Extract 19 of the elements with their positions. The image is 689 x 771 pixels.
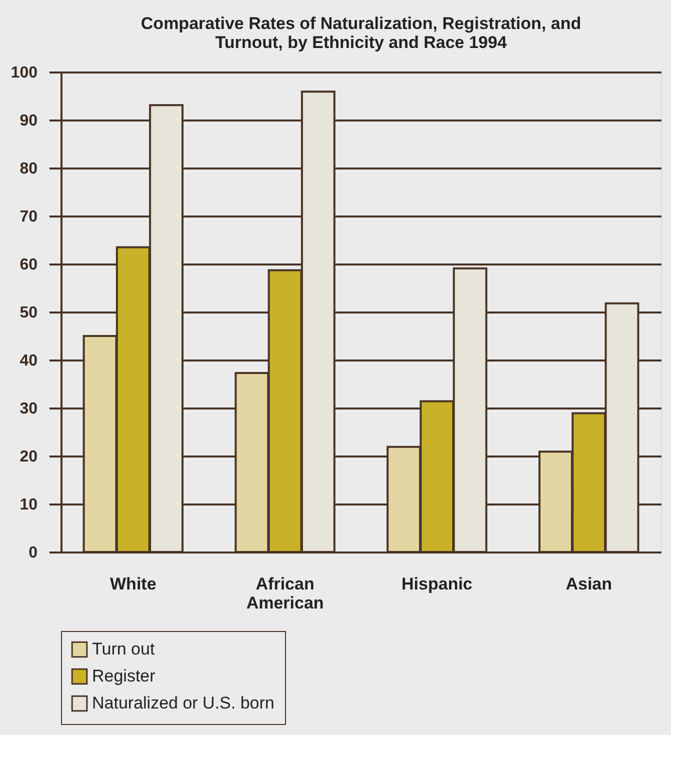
- y-tick-label: 90: [20, 112, 38, 130]
- x-tick-label: African American: [246, 574, 324, 612]
- y-tick-label: 80: [20, 160, 38, 178]
- y-tick-label: 70: [20, 208, 38, 226]
- x-tick-label: Hispanic: [402, 574, 472, 594]
- y-tick-label: 60: [20, 256, 38, 274]
- legend-label: Register: [92, 666, 156, 686]
- x-tick-label: Asian: [566, 574, 612, 594]
- y-tick-label: 20: [20, 448, 38, 466]
- legend-label: Turn out: [92, 640, 155, 658]
- y-tick-label: 0: [28, 544, 38, 562]
- chart-title: Comparative Rates of Naturalization, Registration, and Turnout, by Ethnicity and Race 1994: [140, 14, 582, 52]
- y-tick-label: 30: [20, 400, 38, 418]
- y-tick-label: 40: [20, 352, 38, 370]
- x-tick-label: White: [110, 574, 156, 594]
- legend-label: Naturalized or U.S. born: [92, 694, 274, 712]
- y-tick-label: 100: [10, 64, 38, 82]
- y-tick-label: 10: [20, 496, 38, 514]
- y-tick-label: 50: [20, 304, 38, 322]
